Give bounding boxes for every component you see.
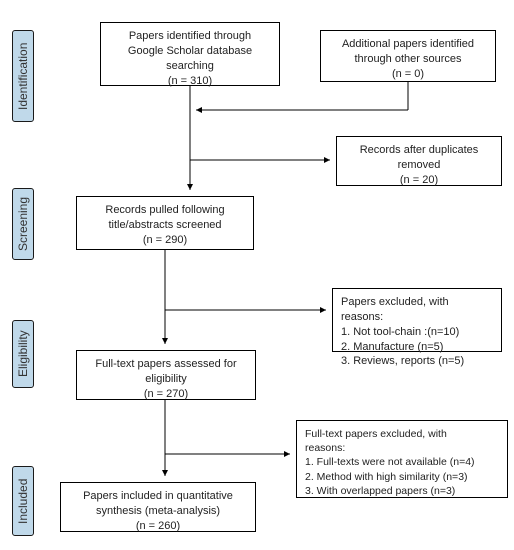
text-line: (n = 0) [329,67,487,82]
text-line: Records pulled following [85,203,245,218]
text-line: 1. Full-texts were not available (n=4) [305,455,499,469]
text-line: through other sources [329,52,487,67]
stage-screening: Screening [12,188,34,260]
text-line: (n = 270) [85,387,247,402]
text-line: (n = 290) [85,233,245,248]
stage-eligibility: Eligibility [12,320,34,388]
text-line: Google Scholar database [109,44,271,59]
text-line: removed [345,158,493,173]
box-fulltext-excluded: Full-text papers excluded, with reasons:… [296,420,508,498]
text-line: searching [109,59,271,74]
box-excluded-reasons: Papers excluded, with reasons: 1. Not to… [332,288,502,352]
text-line: (n = 260) [69,519,247,534]
text-line: 3. With overlapped papers (n=3) [305,484,499,498]
text-line: Records after duplicates [345,143,493,158]
text-line: 2. Manufacture (n=5) [341,340,493,355]
text-line: 3. Reviews, reports (n=5) [341,354,493,369]
stage-identification: Identification [12,30,34,122]
flowchart-canvas: Identification Screening Eligibility Inc… [0,0,514,550]
text-line: Full-text papers assessed for [85,357,247,372]
text-line: 2. Method with high similarity (n=3) [305,470,499,484]
text-line: synthesis (meta-analysis) [69,504,247,519]
text-line: Full-text papers excluded, with [305,427,499,441]
stage-included: Included [12,466,34,536]
text-line: Papers excluded, with reasons: [341,295,493,325]
box-screened: Records pulled following title/abstracts… [76,196,254,250]
box-included: Papers included in quantitative synthesi… [60,482,256,532]
box-duplicates-removed: Records after duplicates removed (n = 20… [336,136,502,186]
text-line: reasons: [305,441,499,455]
text-line: (n = 20) [345,173,493,188]
box-fulltext-assessed: Full-text papers assessed for eligibilit… [76,350,256,400]
text-line: (n = 310) [109,74,271,89]
text-line: 1. Not tool-chain :(n=10) [341,325,493,340]
text-line: Papers identified through [109,29,271,44]
text-line: Papers included in quantitative [69,489,247,504]
text-line: title/abstracts screened [85,218,245,233]
box-other-sources: Additional papers identified through oth… [320,30,496,82]
text-line: Additional papers identified [329,37,487,52]
text-line: eligibility [85,372,247,387]
box-google-scholar: Papers identified through Google Scholar… [100,22,280,86]
